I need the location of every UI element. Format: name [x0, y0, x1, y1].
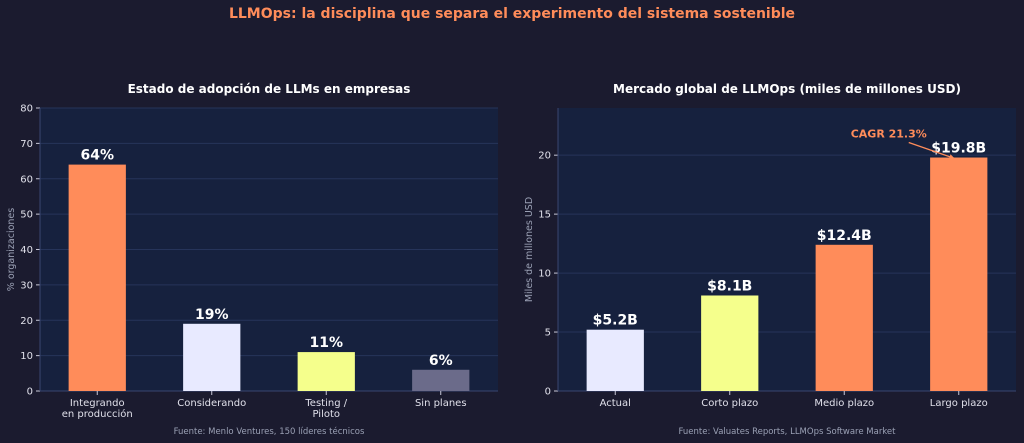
- y-tick-label: 20: [538, 151, 551, 162]
- x-tick-label: Medio plazo: [814, 398, 874, 409]
- chart-title: Estado de adopción de LLMs en empresas: [128, 82, 411, 96]
- bar: [701, 295, 759, 391]
- bar: [412, 369, 470, 391]
- bar: [930, 157, 988, 391]
- chart-source: Fuente: Valuates Reports, LLMOps Softwar…: [679, 427, 897, 437]
- bar: [297, 352, 355, 391]
- bar-value-label: $5.2B: [593, 313, 638, 329]
- figure-suptitle: LLMOps: la disciplina que separa el expe…: [229, 6, 795, 22]
- chart-title: Mercado global de LLMOps (miles de millo…: [613, 82, 961, 96]
- y-tick-label: 50: [20, 210, 33, 221]
- bar-value-label: 6%: [429, 353, 453, 369]
- y-tick-label: 10: [538, 269, 551, 280]
- x-tick-label: Testing / Piloto: [304, 398, 347, 420]
- market-chart: 0 5 10 15 20 Mercado global de LLMOps (miles …: [524, 82, 1016, 437]
- bar: [183, 323, 241, 391]
- bar-value-label: 64%: [80, 148, 114, 164]
- y-tick-label: 15: [538, 210, 551, 221]
- y-tick-label: 40: [20, 245, 33, 256]
- annotation-label: CAGR 21.3%: [851, 128, 927, 141]
- bar-value-label: $12.4B: [817, 228, 872, 244]
- y-tick-label: 60: [20, 174, 33, 185]
- chart-source: Fuente: Menlo Ventures, 150 líderes técn…: [174, 426, 365, 437]
- y-tick-label: 0: [27, 387, 33, 398]
- bar-value-label: 11%: [309, 335, 343, 351]
- annotation-arrow: [908, 141, 955, 160]
- bar: [815, 244, 873, 391]
- x-tick-label: Largo plazo: [930, 398, 988, 409]
- y-tick-label: 20: [20, 316, 33, 327]
- x-tick-label: Integrando en producción: [62, 398, 133, 420]
- y-tick-label: 0: [545, 387, 551, 398]
- x-tick-label: Considerando: [177, 398, 246, 409]
- x-tick-label: Corto plazo: [701, 398, 758, 409]
- y-axis-label: % organizaciones: [6, 208, 17, 291]
- bar-value-label: $19.8B: [931, 141, 986, 157]
- x-tick-label: Sin planes: [415, 398, 467, 409]
- bar: [586, 329, 644, 391]
- y-axis-label: Miles de millones USD: [524, 197, 535, 302]
- y-tick-label: 10: [20, 351, 33, 362]
- y-tick-label: 70: [20, 139, 33, 150]
- y-tick-label: 30: [20, 280, 33, 291]
- y-tick-label: 80: [20, 104, 33, 115]
- x-tick-label: Actual: [600, 398, 631, 409]
- annotation-arrowhead: [948, 154, 955, 160]
- bar-value-label: 19%: [195, 307, 229, 323]
- adoption-chart: 0 10 20 30 40 50 60 70 80 Estado de adopción de L…: [6, 82, 498, 437]
- y-tick-label: 5: [545, 328, 551, 339]
- bar-value-label: $8.1B: [707, 278, 752, 294]
- bar: [68, 164, 126, 391]
